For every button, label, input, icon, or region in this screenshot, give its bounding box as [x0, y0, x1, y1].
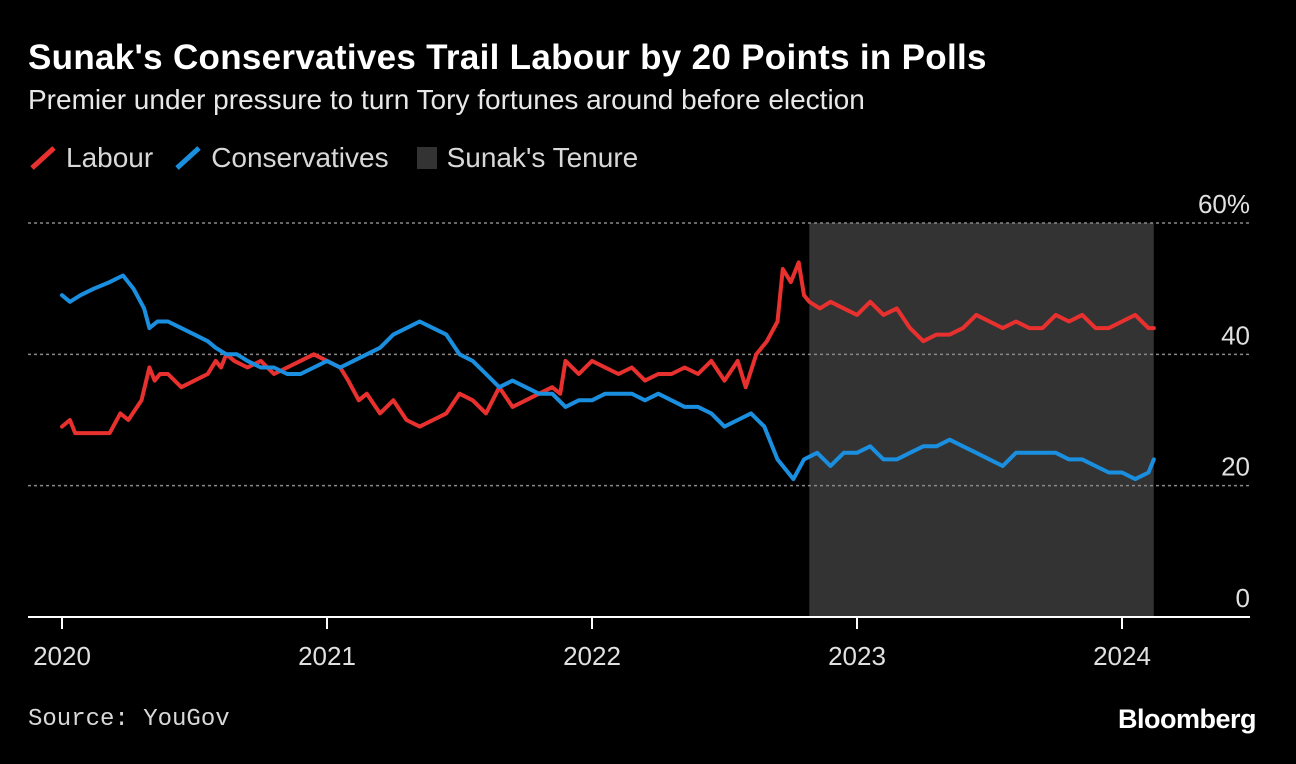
x-tick-label-2023: 2023: [828, 641, 886, 671]
tenure-layer: [809, 223, 1154, 617]
series-line-labour: [60, 260, 1156, 436]
series-line-conservatives: [60, 273, 1156, 482]
legend-label-tenure: Sunak's Tenure: [446, 142, 639, 173]
series-layer: [60, 260, 1156, 482]
legend-item-conservatives: Conservatives: [173, 142, 389, 174]
x-tick-label-2022: 2022: [563, 641, 621, 671]
chart-title: Sunak's Conservatives Trail Labour by 20…: [28, 38, 987, 77]
legend: Labour Conservatives Sunak's Tenure: [28, 140, 658, 176]
legend-label-labour: Labour: [66, 142, 154, 173]
y-tick-label-0: 0: [1236, 583, 1250, 613]
legend-item-tenure: Sunak's Tenure: [409, 142, 639, 174]
grid-layer: 0 20 40 60%: [28, 189, 1250, 613]
axis-layer: 2020 2021 2022 2023 2024: [28, 616, 1250, 671]
y-tick-label-20: 20: [1221, 452, 1250, 482]
legend-label-conservatives: Conservatives: [211, 142, 389, 173]
source-note: Source: YouGov: [28, 706, 230, 733]
chart-subtitle: Premier under pressure to turn Tory fort…: [28, 84, 865, 115]
labour-line-icon: [30, 146, 56, 170]
tenure-swatch-icon: [416, 147, 437, 169]
bloomberg-logo: Bloomberg: [1117, 704, 1257, 734]
conservatives-line-icon: [175, 146, 201, 170]
legend-item-labour: Labour: [28, 142, 153, 174]
y-tick-label-60: 60%: [1198, 189, 1250, 219]
y-tick-label-40: 40: [1221, 320, 1250, 350]
tenure-shade: [809, 223, 1154, 617]
x-tick-label-2021: 2021: [298, 641, 356, 671]
x-tick-label-2024: 2024: [1093, 641, 1151, 671]
x-tick-label-2020: 2020: [33, 641, 91, 671]
